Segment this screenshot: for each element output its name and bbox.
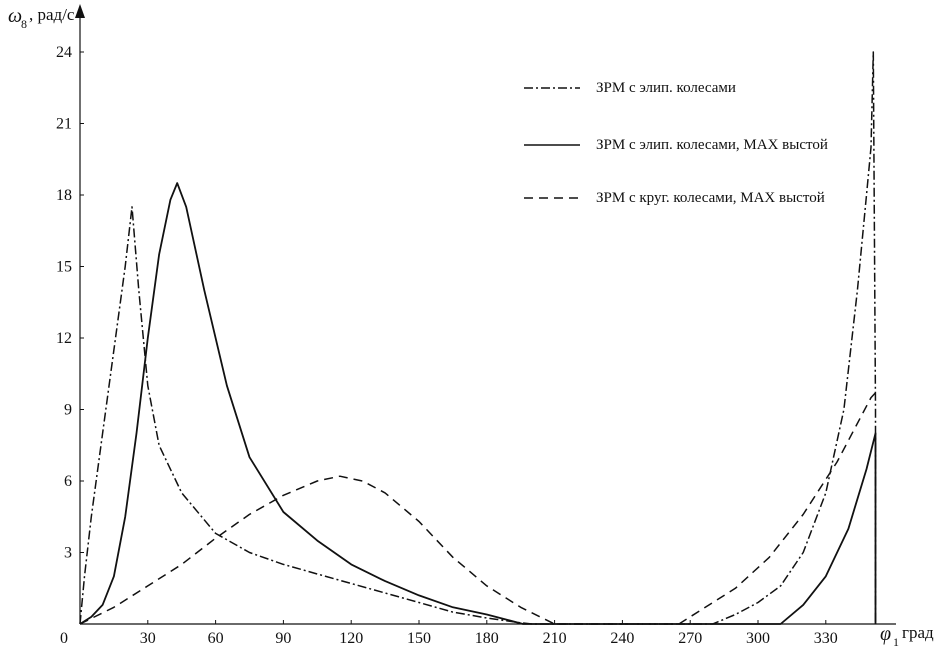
y-axis-unit: , рад/с [29,5,75,24]
x-tick-label: 180 [475,630,499,647]
x-tick-label: 210 [543,630,567,647]
ticks: 0 30 60 90 120 150 180 210 240 270 300 330 3 6 9 12 15 18… [56,44,838,647]
curves [79,51,877,625]
y-axis-symbol: ω [8,5,22,27]
legend-label-2: ЗРМ с элип. колесами, MAX выстой [596,137,828,153]
x-axis-title: φ 1 град [880,623,934,649]
x-tick-label: 270 [678,630,702,647]
legend-item-1: ЗРМ с элип. колесами [524,80,736,96]
series-line-2 [79,182,877,625]
axes [75,4,896,625]
y-axis-subscript: 8 [21,17,27,31]
y-tick-label: 18 [56,187,72,204]
x-tick-label: 240 [610,630,634,647]
y-tick-label: 21 [56,116,72,133]
x-axis-unit: град [902,623,934,642]
legend-label-3: ЗРМ с круг. колесами, MAX выстой [596,190,825,206]
x-axis-symbol: φ [880,623,891,645]
x-tick-label: 150 [407,630,431,647]
y-tick-label: 6 [64,473,72,490]
legend: ЗРМ с элип. колесами ЗРМ с элип. колесам… [524,80,828,206]
x-tick-label: 30 [140,630,156,647]
legend-item-3: ЗРМ с круг. колесами, MAX выстой [524,190,825,206]
x-tick-label: 60 [208,630,224,647]
y-tick-label: 12 [56,330,72,347]
series-line-1 [79,51,877,625]
x-tick-label: 0 [60,630,68,647]
y-tick-label: 15 [56,259,72,276]
legend-label-1: ЗРМ с элип. колесами [596,80,736,96]
series-line-3 [79,392,877,625]
y-axis-arrowhead [75,4,85,18]
y-axis-title: ω 8 , рад/с [8,5,75,31]
y-tick-label: 9 [64,402,72,419]
legend-item-2: ЗРМ с элип. колесами, MAX выстой [524,137,828,153]
y-tick-label: 24 [56,44,72,61]
x-axis-subscript: 1 [893,635,899,649]
x-tick-label: 330 [814,630,838,647]
x-tick-label: 300 [746,630,770,647]
y-tick-label: 3 [64,545,72,562]
x-tick-label: 90 [275,630,291,647]
x-tick-label: 120 [339,630,363,647]
